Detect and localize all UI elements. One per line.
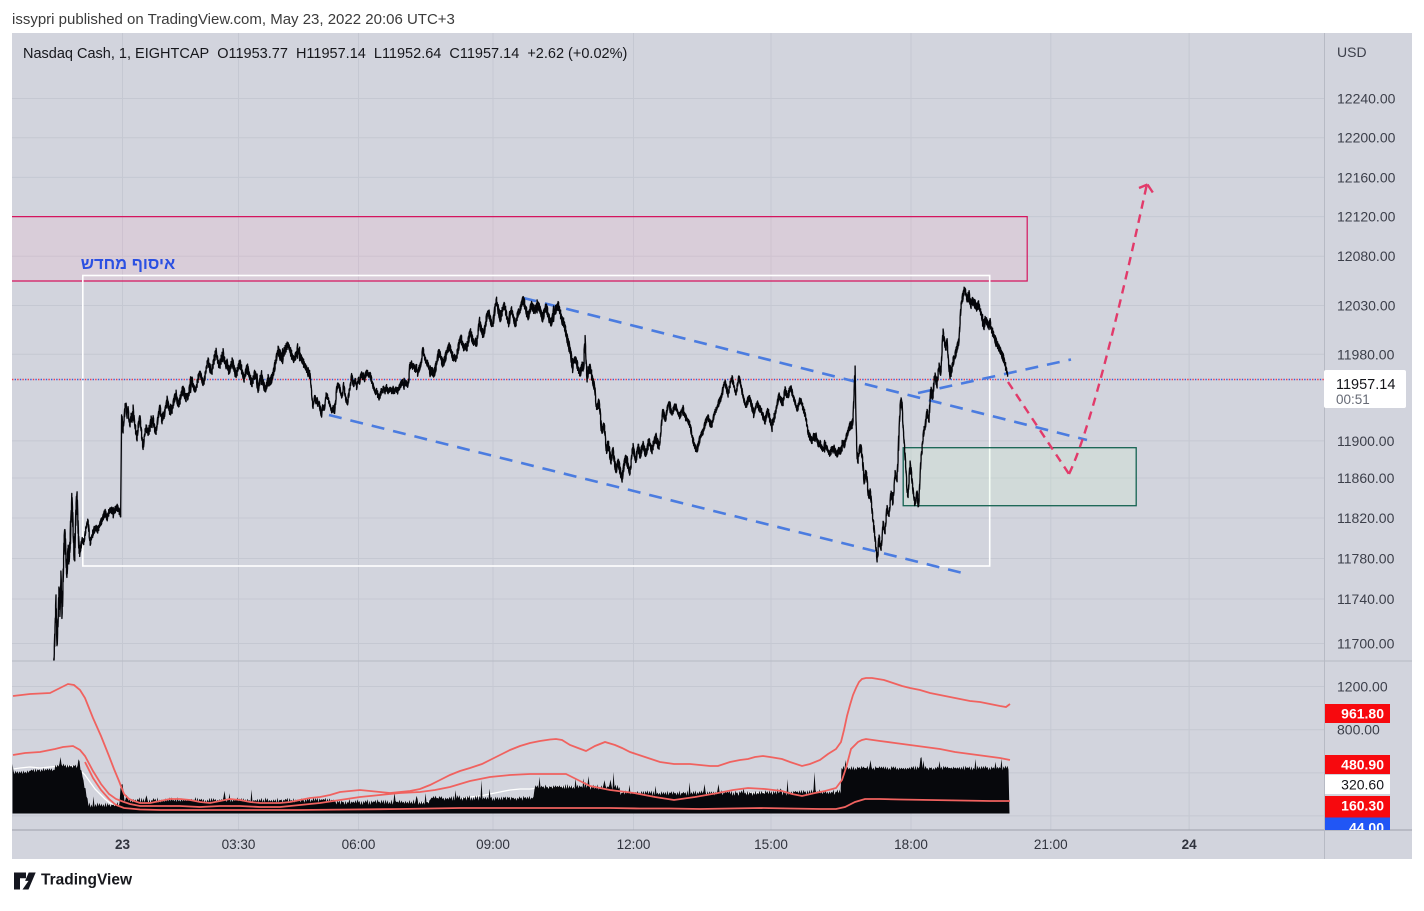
svg-text:44.00: 44.00: [1349, 820, 1384, 836]
svg-text:11820.00: 11820.00: [1337, 510, 1395, 526]
svg-text:11780.00: 11780.00: [1337, 551, 1395, 567]
svg-text:1200.00: 1200.00: [1337, 679, 1388, 695]
svg-text:12:00: 12:00: [617, 837, 651, 852]
svg-text:Nasdaq Cash, 1, EIGHTCAP O119: Nasdaq Cash, 1, EIGHTCAP O11953.77 H1195…: [23, 46, 627, 62]
svg-text:00:51: 00:51: [1336, 392, 1370, 407]
svg-text:18:00: 18:00: [894, 837, 928, 852]
svg-text:06:00: 06:00: [342, 837, 376, 852]
svg-text:11700.00: 11700.00: [1337, 636, 1395, 652]
svg-text:11980.00: 11980.00: [1337, 346, 1395, 362]
svg-text:961.80: 961.80: [1341, 706, 1384, 722]
svg-text:480.90: 480.90: [1341, 757, 1384, 773]
svg-text:TradingView: TradingView: [41, 872, 133, 889]
svg-text:12200.00: 12200.00: [1337, 130, 1396, 146]
svg-text:03:30: 03:30: [222, 837, 256, 852]
svg-text:800.00: 800.00: [1337, 722, 1380, 738]
svg-text:11860.00: 11860.00: [1337, 470, 1395, 486]
svg-text:12030.00: 12030.00: [1337, 298, 1396, 314]
svg-text:USD: USD: [1337, 44, 1367, 60]
svg-text:12120.00: 12120.00: [1337, 209, 1396, 225]
svg-text:issypri published on TradingVi: issypri published on TradingView.com, Ma…: [12, 11, 455, 28]
svg-text:11957.14: 11957.14: [1336, 377, 1395, 393]
svg-text:320.60: 320.60: [1341, 777, 1384, 793]
svg-text:15:00: 15:00: [754, 837, 788, 852]
svg-text:21:00: 21:00: [1034, 837, 1068, 852]
svg-text:24: 24: [1182, 837, 1198, 852]
svg-text:12160.00: 12160.00: [1337, 169, 1396, 185]
svg-text:11740.00: 11740.00: [1337, 591, 1395, 607]
svg-text:איסוף מחדש: איסוף מחדש: [81, 255, 176, 273]
svg-text:12080.00: 12080.00: [1337, 248, 1396, 264]
svg-text:23: 23: [115, 837, 131, 852]
svg-text:09:00: 09:00: [476, 837, 510, 852]
svg-text:11900.00: 11900.00: [1337, 433, 1395, 449]
svg-text:160.30: 160.30: [1341, 798, 1384, 814]
svg-text:12240.00: 12240.00: [1337, 91, 1396, 107]
